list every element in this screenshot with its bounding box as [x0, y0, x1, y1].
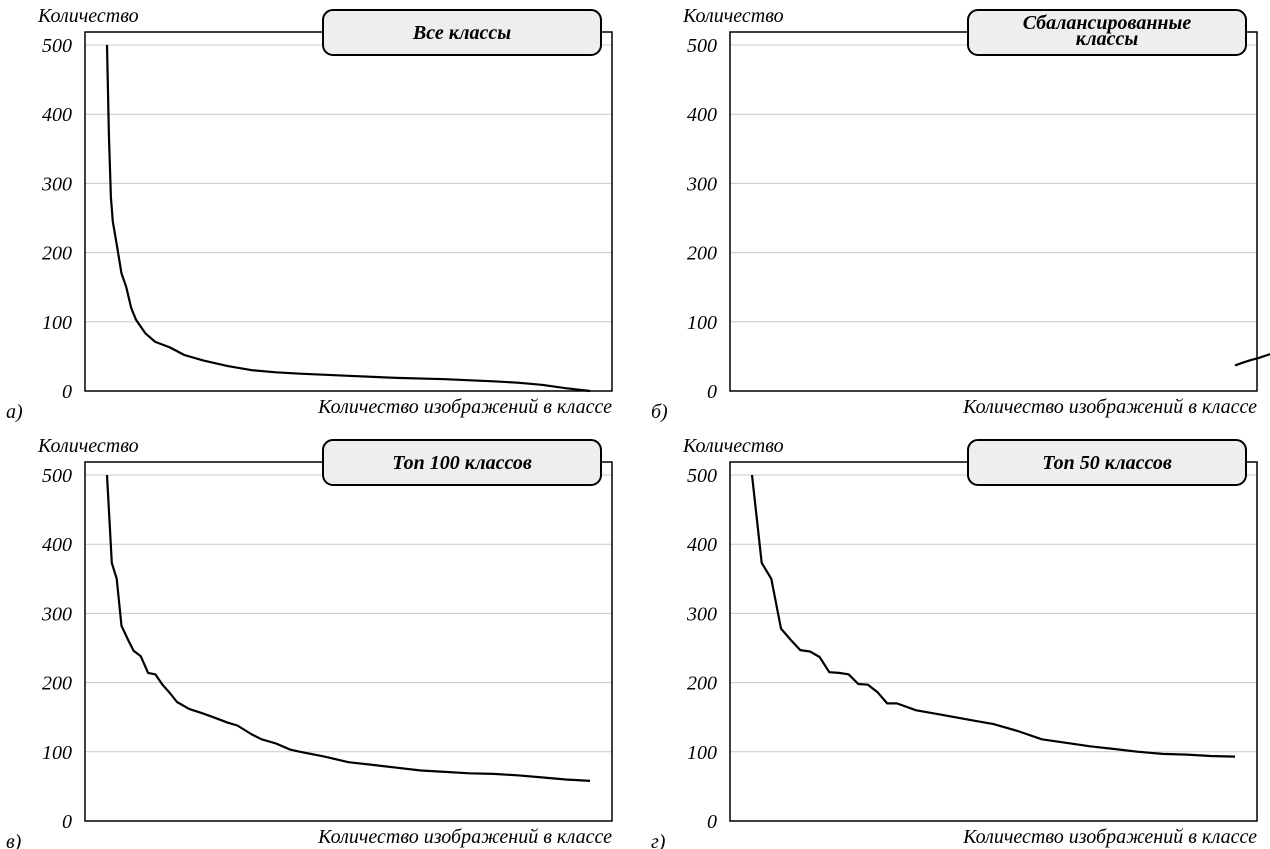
y-tick-label: 400 [687, 534, 717, 556]
chart-panel-1: 0 100 200 300 400 500 Количество Количество изо… [6, 5, 613, 423]
title-box [967, 439, 1247, 486]
panel-letter: г) [651, 831, 666, 849]
y-tick-label: 100 [42, 742, 72, 764]
y-tick-label: 400 [687, 104, 717, 126]
plot-frame [84, 461, 613, 822]
y-tick-label: 200 [42, 673, 72, 695]
series-line [105, 44, 591, 393]
plot-frame [729, 461, 1258, 822]
y-tick-label: 400 [42, 104, 72, 126]
y-tick-label: 0 [62, 811, 72, 833]
y-tick-label: 500 [42, 35, 72, 57]
y-tick-label: 0 [707, 381, 717, 403]
chart-title: Сбалансированные классы [1023, 12, 1192, 50]
chart-title: Топ 50 классов [1042, 452, 1172, 474]
y-axis-label: Количество [682, 5, 784, 27]
chart-title: Топ 100 классов [392, 452, 532, 474]
y-axis-label: Количество [682, 435, 784, 457]
plot-frame [84, 31, 613, 392]
y-tick-label: 200 [687, 673, 717, 695]
panel-letter: а) [6, 401, 23, 423]
chart-title: Все классы [412, 22, 511, 44]
series-line [750, 474, 1236, 758]
series-line [105, 474, 591, 782]
y-tick-label: 300 [686, 173, 717, 195]
y-tick-label: 300 [686, 603, 717, 625]
y-tick-label: 200 [687, 243, 717, 265]
chart-panel-2: 0 100 200 300 400 500 Количество Количество изо… [651, 5, 1270, 423]
panel-letter: в) [6, 831, 22, 849]
y-tick-label: 0 [62, 381, 72, 403]
chart-panel-3: 0 100 200 300 400 500 Количество Количество изо… [6, 435, 613, 849]
title-box [967, 9, 1247, 56]
title-box [322, 439, 602, 486]
y-tick-label: 500 [687, 35, 717, 57]
x-axis-label: Количество изображений в классе [962, 826, 1257, 848]
series-line [1234, 353, 1270, 367]
y-tick-label: 500 [42, 465, 72, 487]
y-axis-label: Количество [37, 435, 139, 457]
plot-frame [729, 31, 1258, 392]
y-tick-label: 500 [687, 465, 717, 487]
chart-panel-4: 0 100 200 300 400 500 Количество Количество изо… [651, 435, 1258, 849]
y-tick-label: 300 [41, 173, 72, 195]
title-box [322, 9, 602, 56]
y-tick-label: 400 [42, 534, 72, 556]
x-axis-label: Количество изображений в классе [317, 396, 612, 418]
y-tick-label: 100 [42, 312, 72, 334]
y-tick-label: 0 [707, 811, 717, 833]
y-tick-label: 200 [42, 243, 72, 265]
y-tick-label: 300 [41, 603, 72, 625]
x-axis-label: Количество изображений в классе [962, 396, 1257, 418]
y-tick-label: 100 [687, 742, 717, 764]
x-axis-label: Количество изображений в классе [317, 826, 612, 848]
panel-letter: б) [651, 401, 668, 423]
y-tick-label: 100 [687, 312, 717, 334]
y-axis-label: Количество [37, 5, 139, 27]
